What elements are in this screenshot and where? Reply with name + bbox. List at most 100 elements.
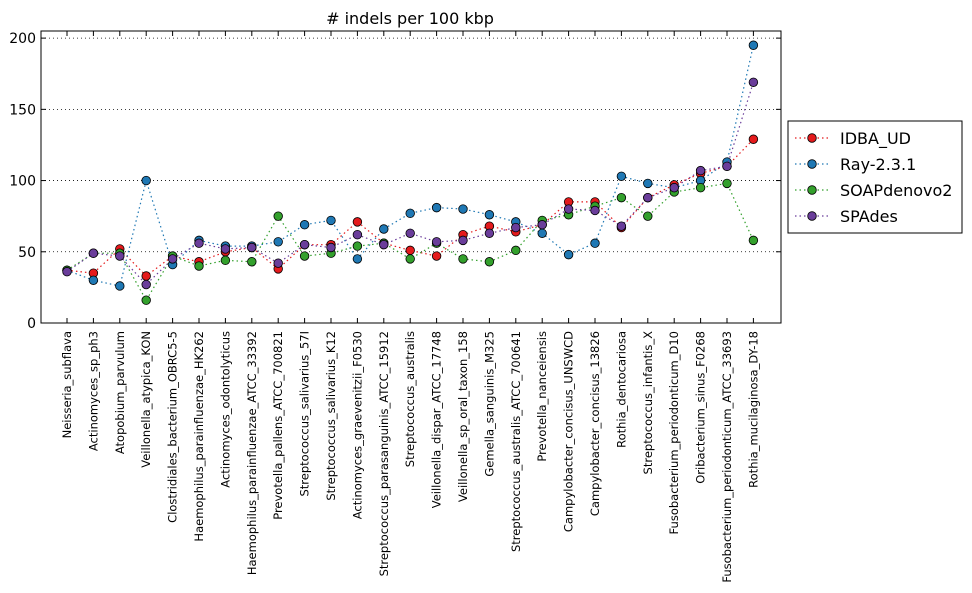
data-point [273,258,283,268]
data-point [88,275,99,285]
y-tick-label: 50 [18,245,36,261]
data-point [62,267,72,277]
data-point [352,254,363,264]
y-tick-label: 0 [27,316,36,332]
data-point [405,254,415,264]
data-point [141,271,151,281]
data-point [247,242,257,253]
x-tick-label: Fusobacterium_periodonticum_ATCC_33693 [720,331,734,583]
x-tick-label: Atopobium_parvulum [113,331,127,454]
x-tick-label: Neisseria_subflava [60,331,74,438]
data-point [379,239,389,250]
data-point [299,251,310,261]
data-point [273,237,283,247]
data-point [352,229,363,240]
x-tick-label: Streptococcus_salivarius_K12 [324,331,338,501]
data-point [722,178,732,189]
x-tick-label: Actinomyces_sp_ph3 [86,331,100,451]
data-point [299,220,310,230]
x-tick-label: Actinomyces_graevenitzii_F0530 [350,331,364,519]
series-layer [62,40,759,305]
data-point [379,224,389,234]
data-point [458,254,468,264]
x-tick-label: Streptococcus_salivarius_57I [298,331,312,497]
data-point [616,221,627,231]
legend-marker [807,133,817,143]
x-tick-label: Veillonella_dispar_ATCC_17748 [430,331,444,508]
x-tick-label: Campylobacter_concisus_UNSWCD [562,331,576,532]
data-point [722,161,732,172]
data-point [537,220,547,230]
plot-area-frame [40,30,782,324]
x-tick-label: Rothia_dentocariosa [614,331,628,448]
data-point [563,249,574,260]
data-point [115,281,125,291]
data-point [563,204,574,214]
data-point [458,204,468,214]
series-line [66,82,754,286]
data-point [616,192,627,203]
data-point [590,238,600,248]
x-tick-label: Clostridiales_bacterium_OBRC5-5 [166,331,180,523]
data-point [141,279,151,290]
series-soapdenovo2 [62,178,759,305]
data-point [141,295,151,305]
data-point [405,228,415,238]
series-line [66,45,754,287]
data-point [352,241,363,251]
x-tick-label: Veillonella_sp_oral_taxon_158 [456,331,470,502]
x-tick-label: Streptococcus_australis_ATCC_700641 [509,331,523,552]
legend-label: SPAdes [840,207,898,226]
legend-label: SOAPdenovo2 [840,181,952,200]
y-tick-label: 100 [9,174,36,190]
data-point [431,202,442,213]
legend-marker [807,159,817,169]
data-point [643,192,653,203]
data-point [616,171,627,181]
legend-marker [807,211,817,221]
data-point [748,235,759,246]
x-tick-label: Fusobacterium_periodonticum_D10 [667,331,681,534]
data-point [167,254,178,264]
series-line [66,138,754,277]
data-point [405,208,415,219]
legend-box [787,120,963,234]
data-point [220,255,231,266]
x-tick-label: Prevotella_nanceiensis [535,331,549,462]
data-point [643,211,653,221]
data-point [141,175,151,186]
y-tick-label: 200 [9,31,36,47]
data-point [484,210,495,220]
data-point [511,222,521,233]
data-point [669,182,679,193]
x-tick-label: Haemophilus_parainfluenzae_HK262 [192,331,206,542]
data-point [431,251,442,261]
legend: IDBA_UD Ray-2.3.1 SOAPdenovo2 SPAdes [787,120,963,234]
x-axis: Neisseria_subflava Actinomyces_sp_ph3 Atop… [60,31,760,583]
x-tick-label: Rothia_mucilaginosa_DY-18 [746,331,760,488]
data-point [590,205,600,216]
data-point [511,245,521,256]
data-point [484,228,495,238]
data-point [643,178,653,189]
x-tick-label: Gemella_sanguinis_M325 [482,331,496,477]
data-point [326,215,336,226]
data-point [352,217,363,227]
data-point [484,257,495,267]
x-tick-label: Streptococcus_australis [403,331,417,467]
data-point [695,182,706,193]
data-point [299,239,310,250]
x-tick-label: Haemophilus_parainfluenzae_ATCC_33392 [245,331,259,575]
data-point [748,77,759,87]
legend-label: IDBA_UD [840,129,911,149]
x-tick-label: Campylobacter_concisus_13826 [588,331,602,516]
data-point [326,242,336,253]
chart-title: # indels per 100 kbp [326,9,494,28]
legend-label: Ray-2.3.1 [840,155,916,174]
data-point [273,211,283,221]
data-point [695,165,706,176]
data-point [194,238,204,248]
data-point [220,244,231,254]
y-axis: 0 50 100 150 200 [9,31,781,332]
